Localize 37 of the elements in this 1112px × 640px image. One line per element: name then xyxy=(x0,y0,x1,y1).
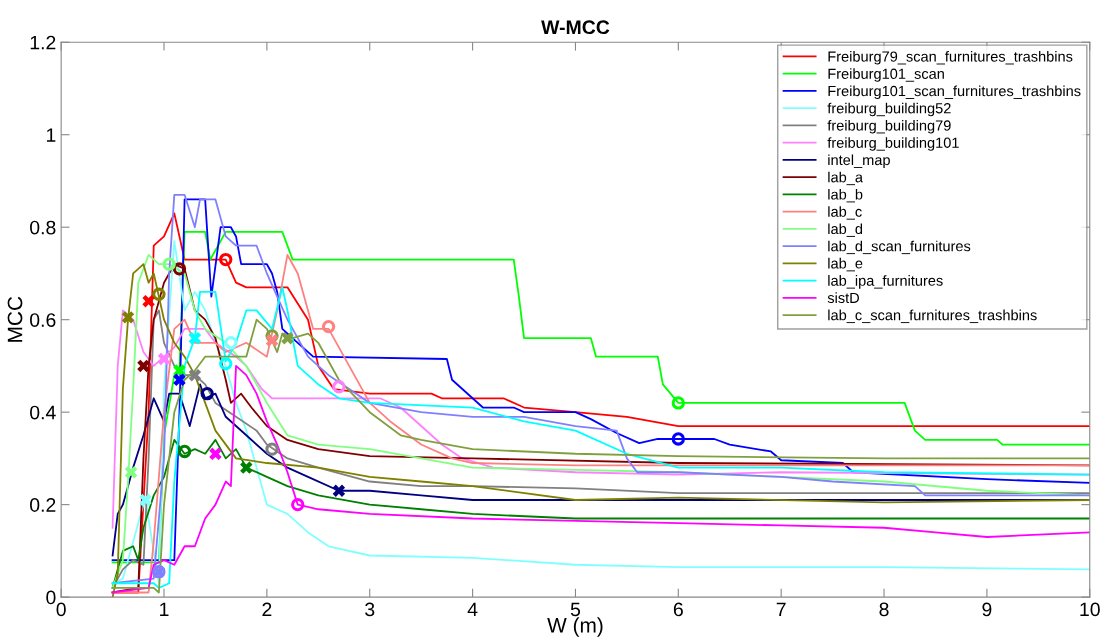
y-tick-label: 0.2 xyxy=(30,498,56,512)
y-tick-label: 1.2 xyxy=(30,35,56,50)
legend-label: lab_e xyxy=(828,257,863,272)
legend-label: lab_c_scan_furnitures_trashbins xyxy=(828,309,1037,324)
y-tick-label: 0.6 xyxy=(30,313,56,327)
x-axis-title: W (m) xyxy=(547,617,603,637)
legend-label: Freiburg101_scan xyxy=(828,68,944,82)
legend-label: lab_c xyxy=(828,206,862,220)
y-tick-label: 0.8 xyxy=(30,220,56,235)
legend-label: Freiburg79_scan_furnitures_trashbins xyxy=(828,50,1073,65)
x-tick-label: 10 xyxy=(1080,602,1100,617)
x-tick-label: 9 xyxy=(982,602,992,617)
legend-label: lab_d xyxy=(828,223,863,237)
legend-label: freiburg_building52 xyxy=(827,102,951,117)
legend-label: freiburg_building79 xyxy=(827,119,951,134)
y-tick-label: 0.4 xyxy=(30,405,56,420)
legend-label: Freiburg101_scan_furnitures_trashbins xyxy=(828,85,1081,100)
x-tick-label: 3 xyxy=(365,602,375,617)
legend-label: sistD xyxy=(827,292,860,304)
y-axis-title: MCC xyxy=(7,296,23,342)
chart-title: W-MCC xyxy=(541,20,610,35)
y-tick-label: 0 xyxy=(46,590,56,605)
x-tick-label: 1 xyxy=(160,602,169,617)
x-tick-label: 7 xyxy=(776,602,786,617)
legend-label: lab_a xyxy=(828,171,863,186)
x-tick-label: 8 xyxy=(879,602,889,617)
legend-label: lab_d_scan_furnitures xyxy=(828,240,971,255)
legend-label: intel_map xyxy=(828,154,890,169)
x-tick-label: 6 xyxy=(673,602,683,617)
x-tick-label: 5 xyxy=(570,602,581,617)
legend-label: lab_ipa_furnitures xyxy=(828,275,943,289)
x-tick-label: 0 xyxy=(56,602,66,617)
x-tick-label: 4 xyxy=(467,602,478,617)
x-tick-label: 2 xyxy=(262,602,272,617)
y-tick-label: 1 xyxy=(46,128,56,142)
legend-label: lab_b xyxy=(828,188,863,203)
legend-label: freiburg_building101 xyxy=(827,137,959,151)
